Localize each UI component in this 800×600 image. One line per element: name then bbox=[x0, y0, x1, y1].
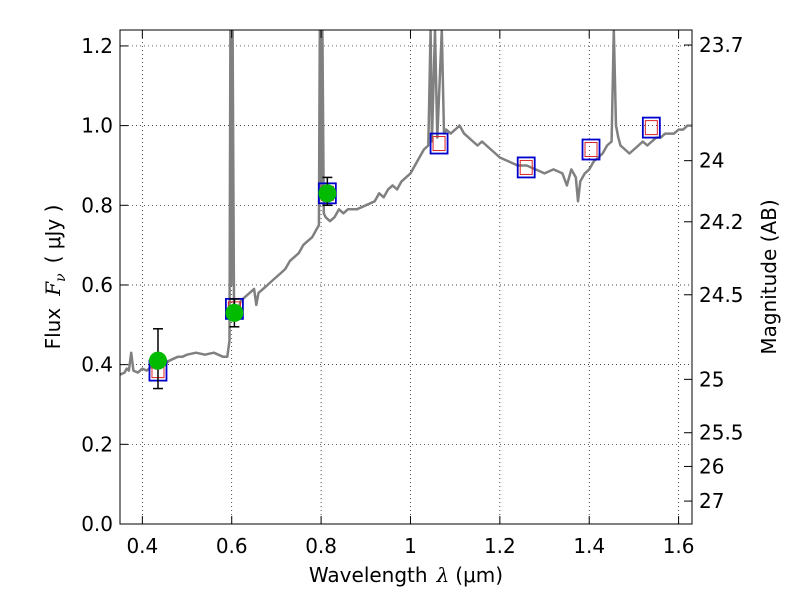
plot-frame bbox=[119, 29, 693, 525]
y-tick-label-5: 1.0 bbox=[81, 114, 113, 138]
x-tick-label-1: 0.6 bbox=[216, 534, 248, 558]
x-tick-label-3: 1 bbox=[404, 534, 417, 558]
model-point-inner-3 bbox=[432, 136, 446, 152]
y-tick-label-1: 0.2 bbox=[81, 432, 113, 456]
y2-tick-label-5: 25.5 bbox=[699, 421, 744, 445]
x-tick-label-4: 1.2 bbox=[484, 534, 516, 558]
x-tick-label-2: 0.8 bbox=[305, 534, 337, 558]
grid bbox=[120, 30, 692, 525]
observed-point-0 bbox=[148, 351, 167, 370]
x-axis-symbol: λ bbox=[436, 563, 450, 587]
y-tick-label-2: 0.4 bbox=[81, 353, 113, 377]
y2-tick-label-2: 24.2 bbox=[699, 210, 744, 234]
model-point-inner-5 bbox=[584, 142, 598, 158]
y2-tick-label-6: 26 bbox=[699, 454, 724, 478]
sed-spectrum-line bbox=[120, 30, 692, 376]
y2-axis-title: Magnitude (AB) bbox=[757, 199, 781, 354]
model-point-box-3 bbox=[429, 132, 449, 155]
y2-tick-label-4: 25 bbox=[699, 367, 724, 391]
model-point-box-4 bbox=[516, 156, 536, 179]
model-point-inner-4 bbox=[519, 159, 533, 175]
y-axis-symbol: F bbox=[41, 281, 65, 297]
y-tick-label-3: 0.6 bbox=[81, 273, 113, 297]
y-tick-label-0: 0.0 bbox=[81, 512, 113, 536]
y2-tick-label-1: 24 bbox=[699, 149, 724, 173]
y2-tick-label-3: 24.5 bbox=[699, 283, 744, 307]
observed-point-2 bbox=[318, 184, 337, 203]
x-tick-label-6: 1.6 bbox=[663, 534, 695, 558]
x-axis-unit: (μm) bbox=[455, 563, 503, 587]
x-tick-label-0: 0.4 bbox=[126, 534, 158, 558]
sed-layer bbox=[120, 30, 692, 376]
y-axis-title: Flux Fν ( μJy ) bbox=[41, 205, 69, 350]
y-tick-label-4: 0.8 bbox=[81, 193, 113, 217]
y2-tick-label-7: 27 bbox=[699, 489, 724, 513]
points-layer bbox=[148, 116, 661, 390]
ticks-layer: 0.4 0.6 0.8 1 1.2 1.4 1.6 0.0 0.2 0.4 0.6 0.8 1.0 1.2… bbox=[81, 30, 744, 558]
y-axis-unit: ( μJy ) bbox=[41, 205, 65, 264]
y-axis-title-text: Flux bbox=[41, 308, 65, 350]
y-axis-subscript: ν bbox=[53, 273, 69, 282]
model-point-box-6 bbox=[641, 116, 661, 139]
y2-tick-label-0: 23.7 bbox=[699, 33, 744, 57]
model-point-box-5 bbox=[581, 138, 601, 161]
x-tick-label-5: 1.4 bbox=[573, 534, 605, 558]
x-axis-title-text: Wavelength bbox=[309, 563, 428, 587]
observed-point-1 bbox=[225, 303, 244, 322]
y-tick-label-6: 1.2 bbox=[81, 34, 113, 58]
x-axis-title: Wavelength λ (μm) bbox=[309, 563, 503, 587]
model-point-inner-6 bbox=[644, 120, 658, 136]
